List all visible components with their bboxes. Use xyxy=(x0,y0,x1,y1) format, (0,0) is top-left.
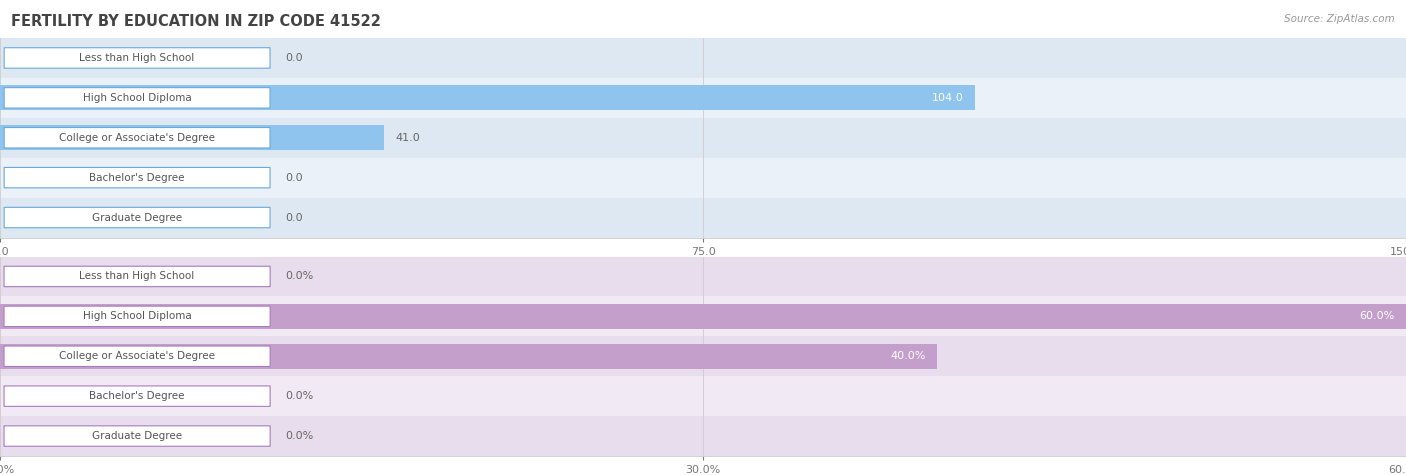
FancyBboxPatch shape xyxy=(4,48,270,68)
FancyBboxPatch shape xyxy=(4,87,270,108)
Text: 0.0: 0.0 xyxy=(285,172,304,183)
FancyBboxPatch shape xyxy=(4,167,270,188)
Bar xyxy=(0,376,1406,416)
Text: Bachelor's Degree: Bachelor's Degree xyxy=(90,172,184,183)
Text: Less than High School: Less than High School xyxy=(80,271,194,282)
Text: Graduate Degree: Graduate Degree xyxy=(91,431,183,441)
Text: 104.0: 104.0 xyxy=(932,93,963,103)
Bar xyxy=(0,86,974,110)
FancyBboxPatch shape xyxy=(4,207,270,228)
Text: Bachelor's Degree: Bachelor's Degree xyxy=(90,391,184,401)
Text: College or Associate's Degree: College or Associate's Degree xyxy=(59,351,215,361)
Bar xyxy=(0,38,1406,78)
Bar xyxy=(0,125,384,150)
Bar xyxy=(0,256,1406,296)
FancyBboxPatch shape xyxy=(4,266,270,287)
Text: 40.0%: 40.0% xyxy=(891,351,927,361)
Bar xyxy=(0,336,1406,376)
Text: Graduate Degree: Graduate Degree xyxy=(91,212,183,223)
FancyBboxPatch shape xyxy=(4,346,270,367)
Bar xyxy=(0,78,1406,118)
Text: Less than High School: Less than High School xyxy=(80,53,194,63)
Text: 0.0%: 0.0% xyxy=(285,271,314,282)
FancyBboxPatch shape xyxy=(4,306,270,327)
Text: High School Diploma: High School Diploma xyxy=(83,311,191,322)
Text: 0.0: 0.0 xyxy=(285,212,304,223)
Bar xyxy=(0,416,1406,456)
Text: 0.0%: 0.0% xyxy=(285,431,314,441)
Text: FERTILITY BY EDUCATION IN ZIP CODE 41522: FERTILITY BY EDUCATION IN ZIP CODE 41522 xyxy=(11,14,381,29)
Text: High School Diploma: High School Diploma xyxy=(83,93,191,103)
Bar xyxy=(0,158,1406,198)
FancyBboxPatch shape xyxy=(4,127,270,148)
Text: 0.0: 0.0 xyxy=(285,53,304,63)
Bar xyxy=(0,198,1406,238)
Bar xyxy=(0,344,938,369)
Bar xyxy=(0,296,1406,336)
Text: 0.0%: 0.0% xyxy=(285,391,314,401)
FancyBboxPatch shape xyxy=(4,426,270,446)
FancyBboxPatch shape xyxy=(4,386,270,407)
Text: Source: ZipAtlas.com: Source: ZipAtlas.com xyxy=(1284,14,1395,24)
Text: College or Associate's Degree: College or Associate's Degree xyxy=(59,133,215,143)
Bar xyxy=(0,304,1406,329)
Text: 60.0%: 60.0% xyxy=(1360,311,1395,322)
Text: 41.0: 41.0 xyxy=(395,133,420,143)
Bar xyxy=(0,118,1406,158)
